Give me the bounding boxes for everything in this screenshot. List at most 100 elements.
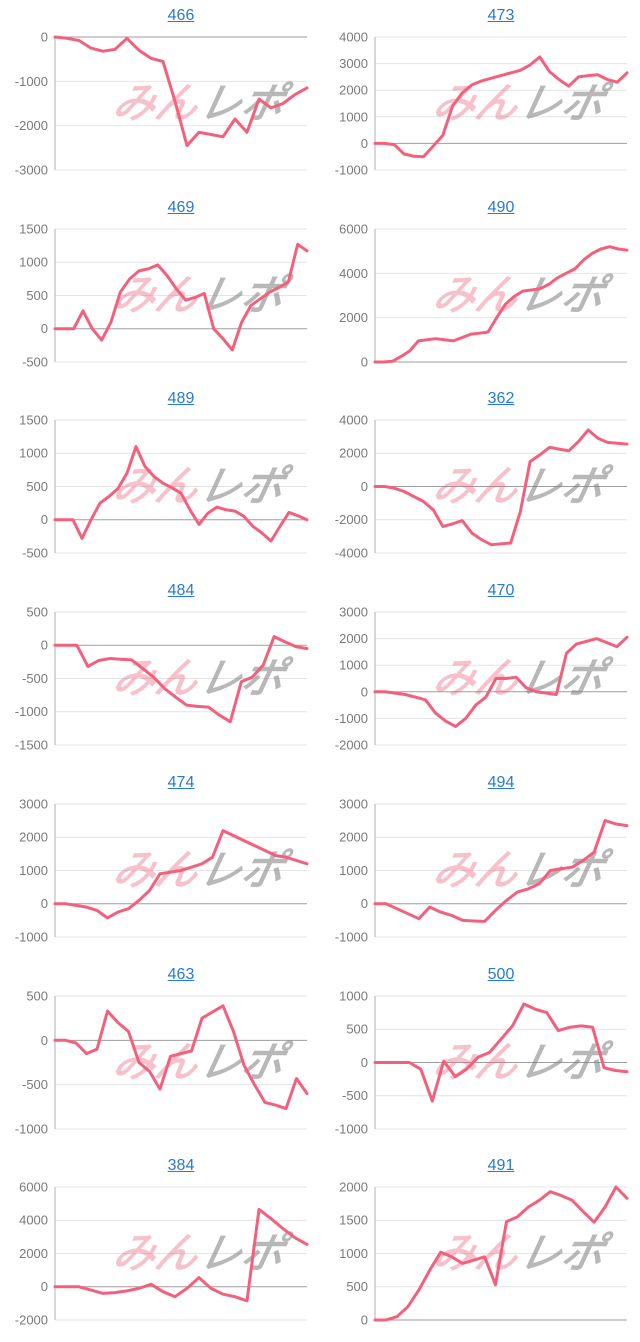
line-chart: 500 0 -500 -1000 みんレポ — [15, 988, 309, 1136]
watermark: みんレポ — [429, 847, 615, 893]
y-tick-label: 4000 — [339, 29, 368, 44]
y-tick-label: 4000 — [339, 266, 368, 281]
line-chart: 4000 2000 0 -2000 -4000 みんレポ — [335, 413, 629, 561]
y-tick-label: 0 — [361, 479, 368, 494]
watermark-text: みんレポ — [109, 655, 295, 701]
y-tick-label: 500 — [346, 1280, 368, 1295]
y-tick-label: 3000 — [339, 605, 368, 620]
data-line — [373, 55, 629, 159]
watermark: みんレポ — [109, 847, 295, 893]
chart-title-link[interactable]: 494 — [487, 773, 515, 791]
y-tick-label: 1000 — [19, 863, 48, 878]
y-tick-label: -500 — [22, 546, 48, 561]
watermark: みんレポ — [109, 272, 295, 318]
watermark: みんレポ — [429, 655, 615, 701]
watermark-text: みんレポ — [109, 1038, 295, 1084]
chart-cell: 491 2000 1500 1000 500 0 みんレポ — [320, 1150, 640, 1342]
y-tick-label: -500 — [342, 1088, 368, 1103]
y-tick-label: 0 — [41, 638, 48, 653]
chart-cell: 473 4000 3000 2000 1000 0 -1000 みんレポ — [320, 0, 640, 192]
y-tick-label: 0 — [361, 136, 368, 151]
y-tick-label: 3000 — [339, 56, 368, 71]
y-tick-label: 2000 — [19, 1246, 48, 1261]
chart-title-link[interactable]: 474 — [167, 773, 195, 791]
watermark: みんレポ — [109, 1230, 295, 1276]
chart-title-link[interactable]: 469 — [167, 198, 195, 216]
y-tick-label: 2000 — [19, 830, 48, 845]
y-tick-label: 0 — [361, 354, 368, 369]
data-line — [53, 35, 309, 148]
y-tick-label: 3000 — [339, 796, 368, 811]
watermark-text: みんレポ — [429, 1038, 615, 1084]
watermark: みんレポ — [429, 463, 615, 509]
y-tick-label: 2000 — [339, 631, 368, 646]
y-tick-label: 3000 — [19, 796, 48, 811]
chart-title-link[interactable]: 362 — [487, 390, 515, 408]
y-tick-label: 1000 — [339, 658, 368, 673]
y-tick-label: -2000 — [15, 1313, 48, 1328]
watermark: みんレポ — [429, 1230, 615, 1276]
line-chart: 2000 1500 1000 500 0 みんレポ — [339, 1180, 629, 1328]
line-chart: 500 0 -500 -1000 -1500 みんレポ — [15, 605, 309, 753]
y-tick-label: -1000 — [335, 929, 368, 944]
y-tick-label: -1000 — [335, 711, 368, 726]
watermark-text: みんレポ — [429, 847, 615, 893]
y-tick-label: 2000 — [339, 83, 368, 98]
line-chart: 3000 2000 1000 0 -1000 みんレポ — [335, 796, 629, 944]
chart-title-link[interactable]: 466 — [167, 7, 195, 24]
chart-title-link[interactable]: 491 — [487, 1157, 515, 1175]
y-tick-label: 2000 — [339, 310, 368, 325]
y-tick-label: -1500 — [15, 738, 48, 753]
line-chart: 6000 4000 2000 0 -2000 みんレポ — [15, 1180, 309, 1328]
data-line — [373, 1002, 629, 1103]
data-line — [53, 635, 309, 724]
line-chart: 1000 500 0 -500 -1000 みんレポ — [335, 988, 629, 1136]
y-tick-label: 500 — [26, 288, 48, 303]
line-chart: 6000 4000 2000 0 みんレポ — [339, 221, 629, 369]
y-tick-label: -1000 — [335, 1121, 368, 1136]
watermark-text: みんレポ — [429, 655, 615, 701]
line-chart: 4000 3000 2000 1000 0 -1000 みんレポ — [335, 29, 629, 177]
chart-cell: 466 0 -1000 -2000 -3000 みんレポ — [0, 0, 320, 192]
data-line — [53, 828, 309, 920]
watermark: みんレポ — [429, 1038, 615, 1084]
watermark-text: みんレポ — [429, 80, 615, 126]
chart-title-link[interactable]: 500 — [487, 965, 515, 983]
y-tick-label: 0 — [41, 896, 48, 911]
line-chart: 3000 2000 1000 0 -1000 -2000 みんレポ — [335, 605, 629, 753]
y-tick-label: -2000 — [15, 118, 48, 133]
data-line — [53, 445, 309, 543]
y-tick-label: 0 — [41, 321, 48, 336]
chart-title-link[interactable]: 489 — [167, 390, 195, 408]
data-line — [373, 428, 629, 547]
chart-title-link[interactable]: 463 — [167, 965, 195, 983]
watermark: みんレポ — [109, 655, 295, 701]
chart-cell: 489 1500 1000 500 0 -500 みんレポ — [0, 383, 320, 575]
watermark-text: みんレポ — [109, 272, 295, 318]
y-tick-label: 0 — [361, 1313, 368, 1328]
y-tick-label: 1000 — [339, 863, 368, 878]
y-tick-label: 500 — [26, 988, 48, 1003]
watermark: みんレポ — [429, 272, 615, 318]
chart-title-link[interactable]: 470 — [487, 582, 515, 600]
watermark-text: みんレポ — [109, 463, 295, 509]
y-tick-label: 2000 — [339, 1180, 368, 1195]
data-line — [53, 1003, 309, 1110]
chart-title-link[interactable]: 473 — [487, 7, 515, 24]
chart-title-link[interactable]: 490 — [487, 198, 515, 216]
y-tick-label: -2000 — [335, 513, 368, 528]
watermark-text: みんレポ — [109, 847, 295, 893]
chart-title-link[interactable]: 484 — [167, 582, 195, 600]
chart-title-link[interactable]: 384 — [167, 1157, 195, 1175]
watermark-text: みんレポ — [429, 272, 615, 318]
y-tick-label: 0 — [41, 1280, 48, 1295]
chart-cell: 362 4000 2000 0 -2000 -4000 みんレポ — [320, 383, 640, 575]
line-chart: 0 -1000 -2000 -3000 みんレポ — [15, 29, 309, 177]
data-line — [373, 1185, 629, 1322]
watermark: みんレポ — [109, 80, 295, 126]
watermark: みんレポ — [109, 1038, 295, 1084]
y-tick-label: 2000 — [339, 830, 368, 845]
y-tick-label: -500 — [22, 671, 48, 686]
y-tick-label: -500 — [22, 1077, 48, 1092]
y-tick-label: 1000 — [339, 1246, 368, 1261]
